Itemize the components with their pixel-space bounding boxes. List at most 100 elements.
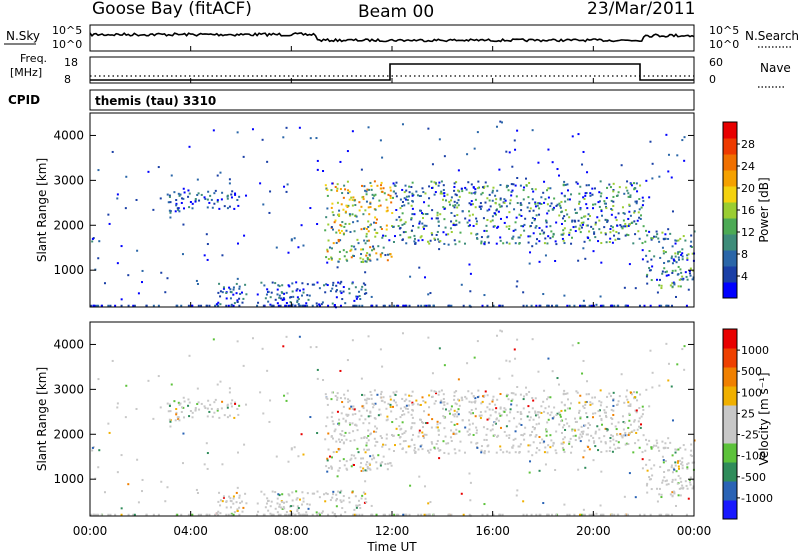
power-cell bbox=[503, 221, 506, 224]
power-cell bbox=[365, 292, 368, 295]
velocity-cell bbox=[680, 462, 683, 465]
velocity-cell bbox=[430, 389, 433, 392]
velocity-cell bbox=[389, 403, 392, 406]
velocity-cell bbox=[407, 445, 410, 448]
power-cell bbox=[355, 304, 358, 307]
power-cell bbox=[476, 232, 479, 235]
power-cell bbox=[97, 257, 100, 260]
power-cell bbox=[645, 179, 648, 182]
power-cell bbox=[686, 258, 689, 261]
velocity-cell bbox=[265, 502, 268, 505]
power-cell bbox=[370, 184, 373, 187]
power-cell bbox=[442, 206, 445, 209]
power-cell bbox=[543, 242, 546, 245]
velocity-cell bbox=[584, 403, 587, 406]
velocity-cell bbox=[448, 412, 451, 415]
velocity-cell bbox=[404, 439, 407, 442]
velocity-cell bbox=[278, 503, 281, 506]
velocity-cell bbox=[203, 405, 206, 408]
velocity-cell bbox=[498, 377, 501, 380]
velocity-cell bbox=[272, 513, 275, 516]
power-cell bbox=[598, 200, 601, 203]
velocity-cell bbox=[437, 447, 440, 450]
velocity-cell bbox=[532, 418, 535, 421]
velocity-cell bbox=[646, 491, 649, 494]
power-cell bbox=[520, 225, 523, 228]
velocity-cell bbox=[489, 414, 492, 417]
power-cell bbox=[667, 260, 670, 263]
power-cell bbox=[366, 252, 369, 255]
velocity-cell bbox=[442, 397, 445, 400]
power-cell bbox=[468, 191, 471, 194]
velocity-cell bbox=[377, 414, 380, 417]
velocity-cell bbox=[582, 359, 585, 362]
velocity-cell bbox=[671, 419, 674, 422]
power-cell bbox=[326, 248, 329, 251]
power-cell bbox=[369, 224, 372, 227]
power-cell bbox=[684, 271, 687, 274]
power-cell bbox=[547, 209, 550, 212]
velocity-cell bbox=[244, 492, 247, 495]
velocity-cell bbox=[426, 422, 429, 425]
power-cell bbox=[361, 285, 364, 288]
velocity-cell bbox=[404, 407, 407, 410]
velocity-cell bbox=[591, 402, 594, 405]
power-cell bbox=[468, 214, 471, 217]
power-cell bbox=[407, 195, 410, 198]
power-cell bbox=[351, 204, 354, 207]
power-cell bbox=[292, 295, 295, 298]
velocity-cell bbox=[592, 459, 595, 462]
velocity-cell bbox=[438, 457, 441, 460]
power-cell bbox=[432, 304, 435, 307]
power-cell bbox=[301, 282, 304, 285]
power-cell bbox=[480, 236, 483, 239]
power-cell bbox=[383, 304, 386, 307]
power-cell bbox=[576, 182, 579, 185]
velocity-cell bbox=[624, 431, 627, 434]
power-cell bbox=[481, 186, 484, 189]
velocity-cell bbox=[411, 422, 414, 425]
velocity-cell bbox=[353, 408, 356, 411]
velocity-cell bbox=[683, 345, 686, 348]
power-cell bbox=[514, 148, 517, 151]
velocity-cell bbox=[483, 451, 486, 454]
power-cell bbox=[584, 215, 587, 218]
power-cell bbox=[339, 239, 342, 242]
velocity-cell bbox=[472, 395, 475, 398]
velocity-cell bbox=[355, 424, 358, 427]
velocity-cell bbox=[120, 513, 123, 516]
velocity-cell bbox=[630, 393, 633, 396]
velocity-cell bbox=[663, 470, 666, 473]
power-cell bbox=[333, 304, 336, 307]
velocity-cell bbox=[316, 490, 319, 493]
velocity-cell bbox=[628, 419, 631, 422]
velocity-cell bbox=[575, 390, 578, 393]
power-cell bbox=[551, 304, 554, 307]
velocity-cell bbox=[291, 513, 294, 516]
power-cell bbox=[634, 200, 637, 203]
power-cell bbox=[683, 136, 686, 139]
power-cell bbox=[342, 286, 345, 289]
velocity-cell bbox=[127, 513, 130, 516]
power-cell bbox=[166, 277, 169, 280]
power-cell bbox=[604, 218, 607, 221]
velocity-cell bbox=[560, 401, 563, 404]
power-cell bbox=[443, 155, 446, 158]
velocity-cell bbox=[561, 426, 564, 429]
velocity-cell bbox=[574, 420, 577, 423]
power-cell bbox=[520, 214, 523, 217]
power-cell bbox=[226, 194, 229, 197]
velocity-cell bbox=[414, 451, 417, 454]
velocity-cell bbox=[417, 513, 420, 516]
power-cell bbox=[583, 240, 586, 243]
power-cell bbox=[320, 303, 323, 306]
power-cell bbox=[294, 304, 297, 307]
velocity-cell bbox=[430, 426, 433, 429]
power-cell bbox=[460, 187, 463, 190]
power-cell bbox=[332, 284, 335, 287]
power-cell bbox=[348, 222, 351, 225]
power-cell bbox=[630, 184, 633, 187]
power-cell bbox=[389, 189, 392, 192]
velocity-cell bbox=[91, 449, 94, 452]
power-cell bbox=[547, 148, 550, 151]
